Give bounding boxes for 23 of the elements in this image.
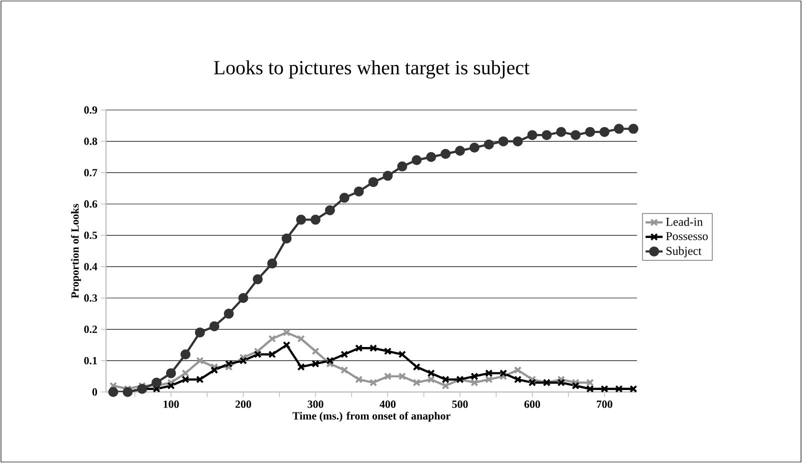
legend-label: Subject: [666, 246, 702, 258]
y-tick-label: 0.6: [84, 200, 98, 208]
legend-label: Lead-in: [666, 217, 703, 226]
x-axis-title: Time (ms.) from onset of anaphor: [292, 412, 450, 422]
y-tick-label: 0.8: [84, 138, 98, 146]
x-tick-label: 300: [308, 400, 324, 408]
x-tick-label: 400: [380, 400, 396, 408]
y-tick-label: 0: [92, 388, 98, 396]
x-tick-label: 200: [236, 400, 252, 408]
x-tick-label: 700: [596, 400, 612, 408]
chart-title: Looks to pictures when target is subject: [214, 60, 530, 79]
x-tick-label: 100: [164, 400, 179, 408]
x-tick-label: 600: [524, 400, 540, 408]
legend-label: Possesso: [666, 232, 708, 240]
y-tick-label: 0.4: [84, 262, 98, 270]
y-tick-label: 0.9: [84, 106, 98, 114]
y-tick-label: 0.5: [84, 232, 98, 240]
y-tick-label: 0.1: [84, 356, 97, 364]
x-tick-label: 500: [452, 400, 468, 408]
y-tick-label: 0.3: [84, 294, 98, 302]
y-tick-label: 0.7: [84, 168, 98, 176]
y-tick-label: 0.2: [84, 326, 97, 334]
y-axis-title: Proportion of Looks: [70, 204, 81, 298]
